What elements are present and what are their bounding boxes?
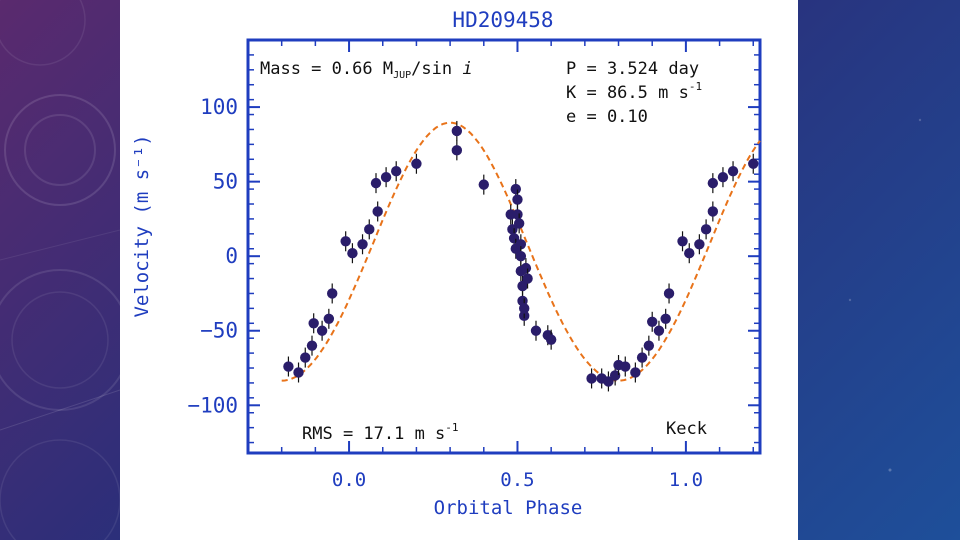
- data-point: [380, 171, 392, 183]
- data-point: [530, 325, 542, 336]
- data-point: [451, 125, 463, 137]
- data-point: [647, 316, 658, 327]
- data-point: [300, 352, 311, 363]
- data-point: [748, 158, 759, 169]
- rms-annotation: RMS = 17.1 m s-1: [302, 421, 459, 444]
- data-point: [630, 367, 641, 378]
- period-annotation: P = 3.524 day: [566, 59, 699, 79]
- x-tick-label-1: 0.5: [500, 469, 534, 491]
- x-tick-label-0: 0.0: [332, 469, 366, 491]
- data-point: [522, 273, 533, 284]
- y-tick-label-0: 100: [200, 95, 238, 119]
- data-point: [545, 334, 557, 345]
- data-point: [636, 352, 648, 363]
- data-point: [283, 361, 294, 372]
- eccentricity-annotation: e = 0.10: [566, 107, 648, 127]
- data-point: [316, 325, 328, 336]
- plot-frame: [246, 38, 762, 455]
- data-point: [357, 239, 368, 250]
- data-point: [700, 224, 712, 235]
- data-point: [653, 325, 665, 336]
- data-points: [283, 120, 759, 392]
- axis-ticks: [247, 40, 760, 453]
- data-point: [364, 224, 375, 235]
- data-point: [515, 239, 527, 250]
- data-point: [510, 183, 521, 195]
- data-point: [603, 376, 614, 387]
- data-point: [293, 367, 304, 378]
- data-point: [372, 206, 383, 217]
- data-point: [677, 236, 688, 247]
- data-point: [643, 340, 655, 351]
- amplitude-annotation: K = 86.5 m s-1: [566, 80, 702, 103]
- x-axis-label: Orbital Phase: [434, 497, 583, 519]
- data-point: [660, 313, 671, 325]
- data-point: [411, 158, 422, 169]
- data-point: [515, 250, 527, 262]
- radial-velocity-chart: HD209458 100 50 0 −50 −100 0.0 0.5 1.0 Orbital…: [131, 8, 762, 519]
- data-point: [327, 288, 338, 299]
- y-tick-label-2: 0: [225, 244, 238, 268]
- plot-panel: HD209458 100 50 0 −50 −100 0.0 0.5 1.0 Orbital…: [120, 0, 798, 540]
- data-point: [507, 224, 518, 235]
- data-point: [694, 239, 705, 250]
- mass-annotation: Mass = 0.66 MJUP/sin i: [260, 59, 473, 81]
- data-point: [308, 318, 319, 329]
- data-point: [512, 194, 523, 205]
- data-point: [620, 361, 631, 372]
- data-point: [508, 233, 520, 244]
- data-point: [391, 166, 402, 177]
- data-point: [512, 209, 523, 220]
- data-point: [306, 340, 318, 351]
- data-point: [513, 218, 525, 229]
- data-point: [340, 236, 351, 247]
- x-tick-label-2: 1.0: [669, 469, 703, 491]
- data-point: [370, 177, 382, 189]
- data-point: [707, 177, 719, 189]
- telescope-annotation: Keck: [666, 419, 707, 439]
- data-point: [517, 280, 528, 292]
- data-point: [347, 248, 358, 259]
- data-point: [684, 248, 695, 259]
- data-point: [520, 262, 532, 274]
- y-tick-labels: 100 50 0 −50 −100: [187, 95, 238, 417]
- y-tick-label-4: −100: [187, 393, 238, 417]
- data-point: [586, 373, 597, 384]
- y-tick-label-1: 50: [213, 170, 238, 194]
- data-point: [609, 370, 621, 381]
- data-point: [519, 303, 530, 314]
- x-tick-labels: 0.0 0.5 1.0: [332, 469, 703, 491]
- data-point: [727, 166, 739, 177]
- y-axis-label: Velocity (m s⁻¹): [131, 134, 153, 317]
- data-point: [663, 288, 675, 299]
- data-point: [717, 171, 729, 183]
- chart-title: HD209458: [452, 8, 553, 32]
- data-point: [707, 206, 719, 217]
- data-point: [478, 179, 489, 190]
- y-tick-label-3: −50: [200, 319, 238, 343]
- data-point: [451, 145, 463, 156]
- data-point: [323, 313, 335, 325]
